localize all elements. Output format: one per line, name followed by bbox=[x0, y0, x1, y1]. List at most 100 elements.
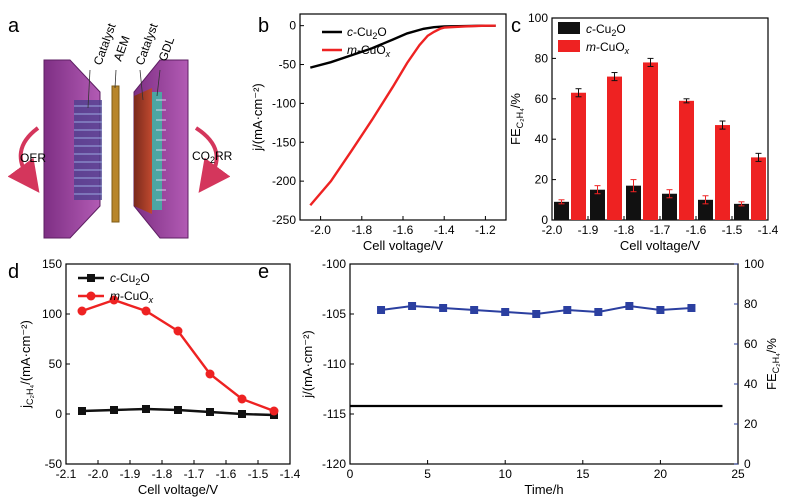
series-line-m-cuox bbox=[81, 298, 275, 413]
y-right-tick-label: 80 bbox=[744, 297, 758, 311]
y-tick-label: 60 bbox=[535, 92, 549, 106]
data-point-c-cu2o bbox=[110, 406, 118, 414]
x-tick-label: -1.4 bbox=[280, 467, 301, 481]
y-tick-label: -250 bbox=[272, 213, 296, 227]
y-tick-label: -50 bbox=[45, 457, 63, 471]
x-tick-label: -1.8 bbox=[152, 467, 173, 481]
x-tick-label: -2.0 bbox=[542, 223, 563, 237]
y-right-tick-label: 0 bbox=[744, 457, 751, 471]
plot-frame bbox=[299, 13, 507, 221]
y-tick-label: 20 bbox=[535, 173, 549, 187]
x-axis-title: Time/h bbox=[524, 482, 563, 497]
chart-b: -2.0 -1.8 -1.6 -1.4 -1.2 0 -50 -100 -150 -200 -250… bbox=[250, 13, 507, 253]
data-point-fe bbox=[377, 306, 386, 314]
legend-label-c-cu2o: c-Cu2O bbox=[586, 22, 626, 38]
data-point-fe bbox=[501, 308, 510, 316]
bar-c-cu2o bbox=[734, 203, 749, 220]
x-tick-label: -1.9 bbox=[120, 467, 141, 481]
y-tick-label: -150 bbox=[272, 135, 296, 149]
data-point-fe bbox=[532, 310, 541, 318]
legend-label-c-cu2o: c-Cu2O bbox=[347, 25, 387, 41]
y-right-tick-label: 60 bbox=[744, 337, 758, 351]
y-tick-label: 100 bbox=[42, 307, 62, 321]
bar-c-cu2o bbox=[554, 201, 569, 220]
y-tick-label: -110 bbox=[323, 357, 346, 371]
legend-label-c-cu2o: c-Cu2O bbox=[110, 271, 150, 287]
x-tick-label: -1.2 bbox=[475, 223, 496, 237]
y-tick-label: -115 bbox=[323, 407, 346, 421]
y-tick-label: 40 bbox=[535, 132, 549, 146]
data-point-fe bbox=[563, 306, 572, 314]
bar-m-cuox bbox=[607, 76, 622, 220]
legend-label-m-cuox: m-CuOx bbox=[347, 43, 391, 59]
x-tick-label: -2.0 bbox=[88, 467, 109, 481]
data-point-m-cuox bbox=[77, 306, 87, 316]
label-oer: OER bbox=[20, 151, 46, 165]
x-tick-label: -1.4 bbox=[758, 223, 779, 237]
error-bar bbox=[719, 120, 726, 130]
data-point-fe bbox=[656, 306, 665, 314]
error-bar bbox=[702, 195, 709, 205]
x-tick-label: 15 bbox=[576, 467, 590, 481]
plot-frame bbox=[349, 263, 739, 465]
panel-letter-b: b bbox=[258, 15, 269, 37]
data-point-c-cu2o bbox=[142, 405, 150, 413]
panel-letter-c: c bbox=[511, 15, 521, 37]
bar-c-cu2o bbox=[590, 189, 605, 220]
bar-m-cuox bbox=[679, 100, 694, 220]
electrolyzer-schematic: Catalyst AEM Catalyst GDL OER CO2RR bbox=[7, 21, 233, 239]
x-tick-label: -1.6 bbox=[393, 223, 414, 237]
y-tick-label: 100 bbox=[528, 11, 548, 25]
error-bar bbox=[666, 189, 673, 199]
y-tick-label: -50 bbox=[279, 58, 297, 72]
x-tick-label: -1.9 bbox=[578, 223, 599, 237]
y-tick-label: -100 bbox=[272, 96, 296, 110]
x-tick-label: -1.8 bbox=[351, 223, 372, 237]
data-point-m-cuox bbox=[141, 306, 151, 316]
x-tick-label: -1.6 bbox=[686, 223, 707, 237]
legend-label-m-cuox: m-CuOx bbox=[110, 289, 154, 305]
legend-swatch-c-cu2o bbox=[558, 22, 580, 34]
error-bar bbox=[630, 179, 637, 193]
data-point-c-cu2o bbox=[78, 407, 86, 415]
error-bar bbox=[558, 199, 565, 205]
y-right-axis-title: FEC₂H₄/% bbox=[764, 338, 781, 390]
error-bar bbox=[594, 185, 601, 195]
label-co2rr: CO2RR bbox=[192, 149, 233, 165]
bar-m-cuox bbox=[751, 157, 766, 220]
y-axis-title: j/(mA·cm⁻²) bbox=[250, 83, 265, 152]
bar-c-cu2o bbox=[698, 199, 713, 220]
panel-letter-a: a bbox=[8, 15, 20, 37]
data-point-fe bbox=[594, 308, 603, 316]
x-tick-label: -1.7 bbox=[184, 467, 205, 481]
gas-diffusion-layer bbox=[152, 92, 162, 210]
error-bar bbox=[647, 57, 654, 67]
bar-m-cuox bbox=[715, 125, 730, 220]
error-bar bbox=[575, 88, 582, 98]
y-tick-label: 0 bbox=[55, 407, 62, 421]
aem-membrane bbox=[111, 85, 120, 223]
x-tick-label: -2.0 bbox=[310, 223, 331, 237]
cathode-channels bbox=[156, 99, 166, 201]
x-tick-label: -1.6 bbox=[216, 467, 237, 481]
label-leaders bbox=[87, 69, 161, 109]
y-axis-title: FEC₂H₄/% bbox=[508, 93, 525, 145]
data-point-fe bbox=[687, 304, 696, 312]
x-tick-label: 20 bbox=[654, 467, 668, 481]
x-axis-title: Cell voltage/V bbox=[620, 238, 701, 253]
y-tick-label: 0 bbox=[289, 19, 296, 33]
x-tick-label: 25 bbox=[731, 467, 745, 481]
data-point-m-cuox bbox=[269, 406, 279, 416]
label-catalyst-right: Catalyst bbox=[133, 21, 161, 67]
data-point-m-cuox bbox=[237, 394, 247, 404]
y-right-tick-label: 40 bbox=[744, 377, 758, 391]
data-point-m-cuox bbox=[109, 295, 119, 305]
chart-e: 0 5 10 15 20 25 -100 -105 -110 -115 -120 Time/h j/(m… bbox=[300, 257, 781, 497]
x-axis-title: Cell voltage/V bbox=[138, 482, 219, 497]
bar-m-cuox bbox=[643, 62, 658, 220]
x-tick-label: -1.5 bbox=[248, 467, 269, 481]
y-right-tick-label: 20 bbox=[744, 417, 758, 431]
x-axis-title: Cell voltage/V bbox=[363, 238, 444, 253]
panel-letter-d: d bbox=[8, 261, 19, 283]
legend-label-m-cuox: m-CuOx bbox=[586, 40, 630, 56]
